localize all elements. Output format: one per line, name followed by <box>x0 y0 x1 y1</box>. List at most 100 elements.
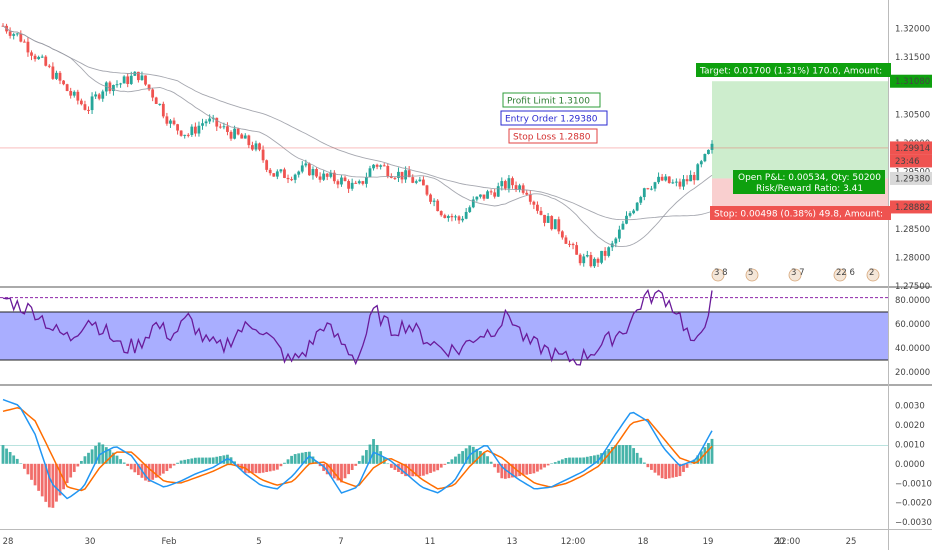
macd-histogram-bar <box>628 445 632 464</box>
target-zone <box>712 81 888 179</box>
candle-body <box>678 181 682 187</box>
macd-histogram-bar <box>169 463 172 469</box>
candle-body <box>479 194 482 197</box>
macd-histogram-bar <box>557 460 561 464</box>
time-tick-label: 20 <box>774 537 785 547</box>
macd-histogram-bar <box>15 458 19 464</box>
candle-body <box>129 75 133 84</box>
macd-histogram-bar <box>379 451 383 464</box>
candle-body <box>136 71 140 81</box>
macd-histogram-bar <box>486 456 489 464</box>
macd-histogram-bar <box>507 463 511 479</box>
candle-body <box>90 96 94 111</box>
candle-body <box>161 103 165 117</box>
macd-histogram-bar <box>525 463 529 475</box>
price-tag-bg <box>890 171 932 185</box>
candle-body <box>607 247 611 256</box>
macd-histogram-bar <box>329 463 333 477</box>
candle-body <box>707 149 710 154</box>
candle-body <box>404 170 407 180</box>
macd-histogram-bar <box>172 463 176 466</box>
macd-histogram-bar <box>161 463 165 474</box>
macd-histogram-bar <box>222 455 226 464</box>
macd-histogram-bar <box>119 459 122 464</box>
macd-histogram-bar <box>350 463 354 471</box>
candle-body <box>33 55 37 60</box>
rsi-tick-label: 40.0000 <box>895 344 930 354</box>
macd-histogram-bar <box>560 459 564 464</box>
macd-histogram-bar <box>65 463 69 484</box>
event-flag-icon <box>711 268 725 282</box>
macd-histogram-bar <box>83 456 87 464</box>
macd-histogram-bar <box>578 457 582 464</box>
event-label: 3 8 <box>714 268 728 278</box>
candle-body <box>400 171 404 180</box>
candle-body <box>503 181 507 189</box>
macd-histogram-bar <box>201 457 204 464</box>
macd-histogram-bar <box>500 463 504 479</box>
candle-body <box>389 176 393 178</box>
macd-histogram-bar <box>318 463 322 467</box>
macd-histogram-bar <box>660 463 664 479</box>
macd-histogram-bar <box>703 447 707 464</box>
macd-histogram-bar <box>532 463 536 474</box>
macd-histogram-bar <box>129 463 133 470</box>
macd-histogram-bar <box>692 459 696 464</box>
macd-histogram-bar <box>261 463 265 473</box>
candle-body <box>58 72 62 81</box>
candle-body <box>596 258 600 263</box>
candle-body <box>682 179 685 187</box>
price-tick-label: 1.28882 <box>895 203 930 213</box>
macd-histogram-bar <box>290 455 293 464</box>
candle-body <box>44 56 48 66</box>
macd-histogram-bar <box>158 463 162 476</box>
time-tick-label: 18 <box>638 537 649 547</box>
macd-histogram-bar <box>422 463 425 476</box>
macd-histogram-bar <box>254 463 258 474</box>
macd-histogram-bar <box>47 463 51 508</box>
candle-body <box>304 163 308 166</box>
candle-body <box>347 181 350 189</box>
event-flag-icon <box>833 268 847 282</box>
time-tick-label: 5 <box>256 537 261 547</box>
candle-body <box>190 126 194 135</box>
stop-loss-label-box <box>508 128 598 144</box>
macd-histogram-bar <box>429 463 432 473</box>
macd-histogram-bar <box>55 463 58 502</box>
candle-body <box>471 199 475 208</box>
candle-body <box>265 160 269 170</box>
candle-body <box>521 185 525 193</box>
time-tick-label: 30 <box>85 537 96 547</box>
time-tick-label: 13 <box>507 537 518 547</box>
candle-body <box>279 169 283 172</box>
rsi-band <box>0 312 888 360</box>
macd-histogram-bar <box>90 449 94 464</box>
candle-body <box>122 76 126 84</box>
target-label-box <box>696 63 891 77</box>
candle-body <box>582 256 586 264</box>
open-pnl-label: Open P&L: 0.00534, Qty: 50200 <box>738 173 881 183</box>
candle-body <box>268 169 272 174</box>
macd-histogram-bar <box>646 463 650 468</box>
candle-body <box>496 186 500 197</box>
macd-histogram-bar <box>617 445 621 464</box>
macd-histogram-bar <box>568 457 571 464</box>
candle-body <box>169 120 172 124</box>
candle-body <box>365 177 368 184</box>
price-tick-label: 1.30500 <box>895 110 930 120</box>
candle-body <box>500 181 504 187</box>
macd-histogram-bar <box>147 463 151 482</box>
candle-body <box>165 116 169 124</box>
candle-body <box>343 177 347 182</box>
candle-body <box>550 216 554 230</box>
event-flag-icon <box>866 268 880 282</box>
price-tick-label: 1.29380 <box>895 174 930 184</box>
candle-body <box>446 216 450 218</box>
candle-body <box>293 174 297 180</box>
macd-histogram-bar <box>40 463 44 497</box>
macd-histogram-bar <box>236 463 240 466</box>
macd-tick-label: 0.0030 <box>895 401 925 411</box>
candle-body <box>361 181 365 184</box>
candle-body <box>699 161 703 165</box>
macd-histogram-bar <box>607 448 611 464</box>
